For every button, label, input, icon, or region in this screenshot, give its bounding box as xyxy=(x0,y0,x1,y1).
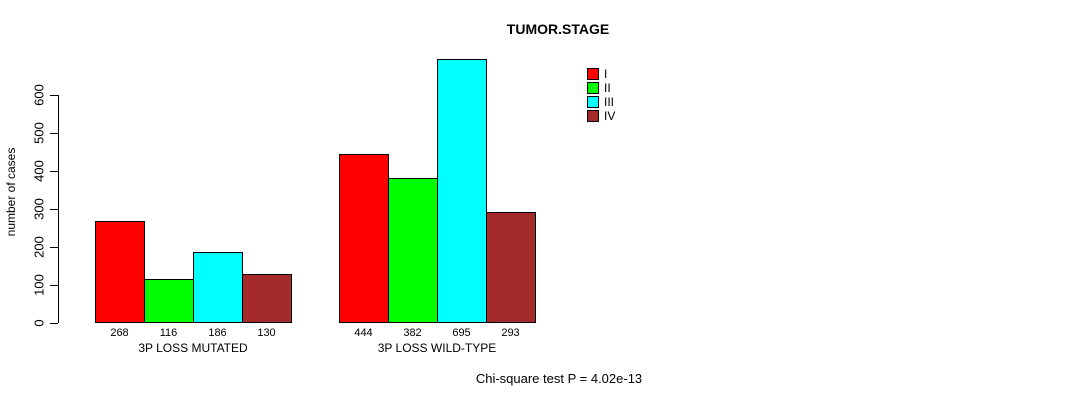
bar-value-label: 268 xyxy=(110,327,129,339)
y-tick-mark xyxy=(50,171,58,172)
chart-title: TUMOR.STAGE xyxy=(506,21,610,37)
bar-ii-group1 xyxy=(144,279,194,323)
bar-value-label: 382 xyxy=(403,327,422,339)
group-label: 3P LOSS WILD-TYPE xyxy=(377,341,497,355)
bar-value-label: 130 xyxy=(257,327,276,339)
y-tick-label: 100 xyxy=(31,274,47,296)
bar-iv-group1 xyxy=(242,274,292,323)
y-tick-label: 600 xyxy=(31,84,47,106)
y-tick-mark xyxy=(50,285,58,286)
legend: I II III IV xyxy=(587,67,615,123)
bar-value-label: 186 xyxy=(208,327,227,339)
bar-i-group1 xyxy=(95,221,145,323)
y-tick-mark xyxy=(50,95,58,96)
group-label: 3P LOSS MUTATED xyxy=(138,341,248,355)
y-axis-label: number of cases xyxy=(4,147,18,237)
legend-swatch-icon xyxy=(587,110,599,122)
y-tick-label: 300 xyxy=(31,198,47,220)
legend-item-iii: III xyxy=(587,95,615,109)
bar-value-label: 293 xyxy=(501,327,520,339)
legend-swatch-icon xyxy=(587,68,599,80)
legend-item-ii: II xyxy=(587,81,615,95)
y-tick-mark xyxy=(50,209,58,210)
legend-swatch-icon xyxy=(587,82,599,94)
legend-label: I xyxy=(604,67,608,81)
bar-iii-group2 xyxy=(437,59,487,323)
legend-label: III xyxy=(604,95,615,109)
legend-label: IV xyxy=(604,109,616,123)
annotation-text: Chi-square test P = 4.02e-13 xyxy=(475,371,643,386)
y-tick-mark xyxy=(50,247,58,248)
y-tick-mark xyxy=(50,323,58,324)
y-axis-line xyxy=(58,95,59,323)
bar-ii-group2 xyxy=(388,178,438,323)
y-tick-label: 400 xyxy=(31,160,47,182)
y-tick-label: 200 xyxy=(31,236,47,258)
legend-item-i: I xyxy=(587,67,615,81)
bar-value-label: 695 xyxy=(452,327,471,339)
bar-iv-group2 xyxy=(486,212,536,323)
y-tick-mark xyxy=(50,133,58,134)
legend-label: II xyxy=(604,81,611,95)
bar-value-label: 444 xyxy=(354,327,373,339)
bar-i-group2 xyxy=(339,154,389,323)
y-tick-label: 500 xyxy=(31,122,47,144)
legend-swatch-icon xyxy=(587,96,599,108)
legend-item-iv: IV xyxy=(587,109,615,123)
bar-value-label: 116 xyxy=(159,327,178,339)
y-tick-label: 0 xyxy=(31,319,47,327)
bar-iii-group1 xyxy=(193,252,243,323)
